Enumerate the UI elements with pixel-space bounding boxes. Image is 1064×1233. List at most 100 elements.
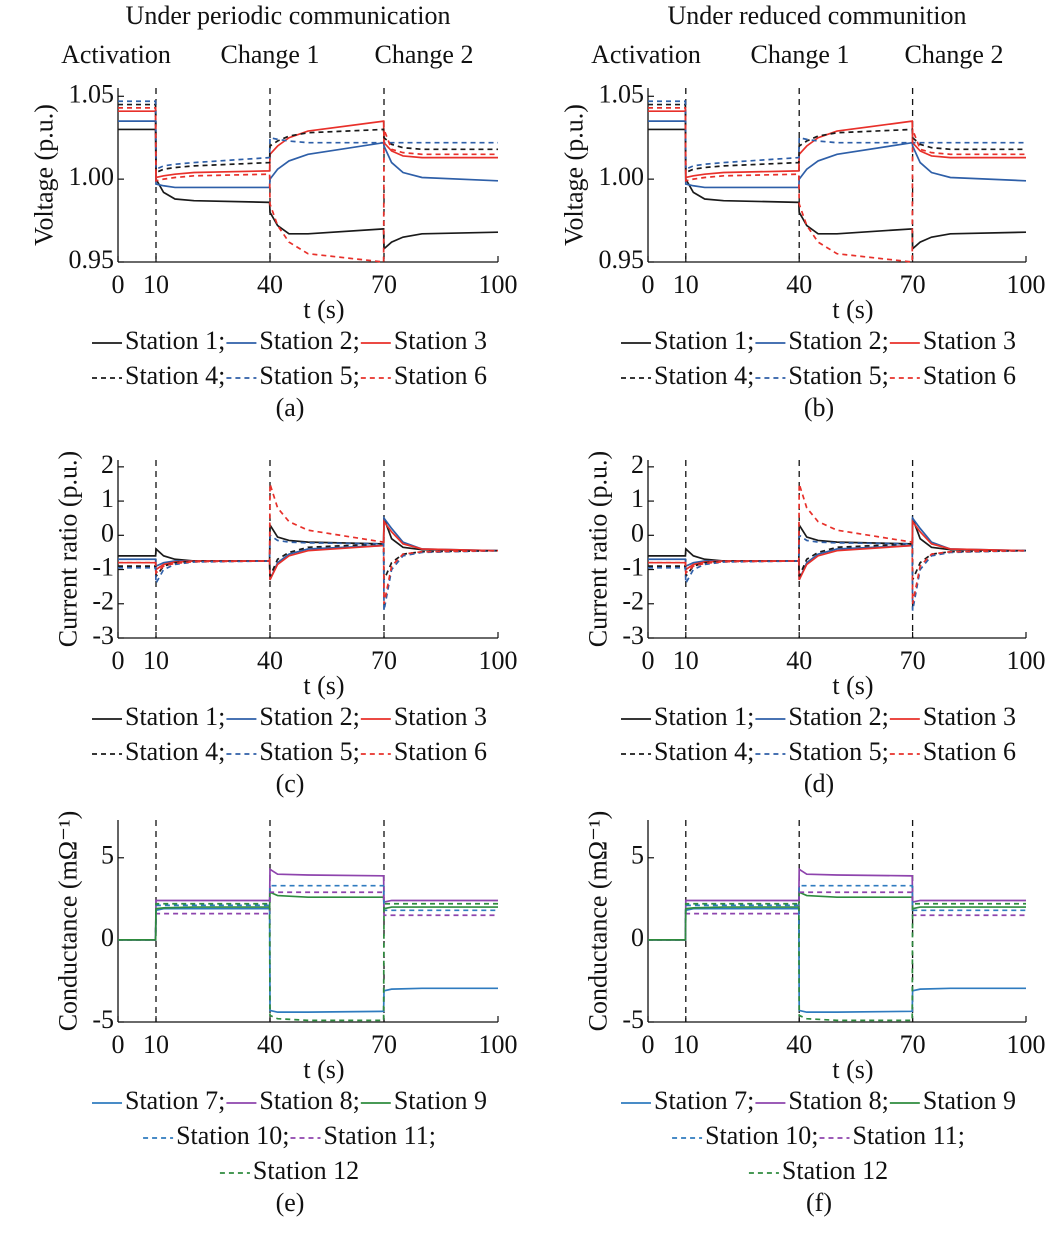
series-line	[648, 483, 1027, 604]
y-tick-label: -3	[622, 621, 644, 650]
series-line	[118, 542, 499, 581]
event-label: Change 2	[375, 40, 474, 69]
x-tick-label: 70	[900, 646, 926, 675]
x-axis-label: t (s)	[303, 295, 344, 324]
event-label: Change 1	[221, 40, 320, 69]
legend-label: Station 4;	[654, 361, 754, 390]
panel-label: (b)	[804, 393, 834, 422]
series-line	[118, 519, 499, 581]
y-tick-label: 0.95	[69, 245, 115, 274]
legend-label: Station 5;	[788, 361, 888, 390]
x-tick-label: 0	[642, 646, 655, 675]
legend-label: Station 12	[253, 1156, 359, 1185]
y-tick-label: 1.05	[69, 79, 115, 108]
series-line	[118, 907, 498, 1013]
legend-label: Station 5;	[259, 361, 359, 390]
series-line	[118, 891, 498, 941]
y-tick-label: -1	[92, 553, 114, 582]
x-axis-label: t (s)	[832, 671, 873, 700]
y-axis-label: Current ratio (p.u.)	[53, 451, 82, 647]
series-line	[118, 107, 498, 263]
legend-label: Station 2;	[788, 326, 888, 355]
x-tick-label: 100	[1007, 1030, 1046, 1059]
event-label: Change 2	[905, 40, 1004, 69]
event-label: Change 1	[751, 40, 850, 69]
x-tick-label: 40	[786, 646, 812, 675]
series-line	[118, 902, 498, 1022]
x-tick-label: 100	[479, 270, 518, 299]
x-tick-label: 10	[673, 646, 699, 675]
y-tick-label: 0	[101, 518, 114, 547]
legend-label: Station 10;	[705, 1121, 818, 1150]
series-line	[118, 515, 499, 581]
series-line	[648, 517, 1027, 562]
series-line	[118, 128, 499, 251]
series-line	[118, 533, 499, 611]
series-line	[648, 515, 1027, 581]
panel-label: (e)	[276, 1188, 305, 1217]
x-axis-label: t (s)	[303, 1055, 344, 1084]
series-line	[648, 542, 1027, 581]
x-tick-label: 40	[786, 270, 812, 299]
x-tick-label: 100	[479, 1030, 518, 1059]
x-tick-label: 100	[1007, 646, 1046, 675]
x-tick-label: 100	[1007, 270, 1046, 299]
y-axis-label: Conductance (mΩ⁻¹)	[583, 811, 612, 1032]
series-line	[648, 884, 1026, 941]
x-tick-label: 10	[143, 646, 169, 675]
y-axis-label: Conductance (mΩ⁻¹)	[53, 811, 82, 1032]
series-line	[118, 884, 498, 941]
legend-label: Station 6	[394, 737, 487, 766]
y-tick-label: -2	[92, 587, 114, 616]
series-line	[648, 120, 1027, 189]
x-tick-label: 40	[257, 646, 283, 675]
y-tick-label: 2	[631, 450, 644, 479]
legend-label: Station 6	[923, 737, 1016, 766]
legend-label: Station 3	[394, 326, 487, 355]
panel-label: (f)	[806, 1188, 832, 1217]
y-tick-label: -5	[92, 1005, 114, 1034]
legend-label: Station 3	[923, 326, 1016, 355]
series-line	[648, 110, 1026, 179]
legend-label: Station 2;	[259, 326, 359, 355]
series-line	[118, 867, 498, 941]
legend-label: Station 1;	[125, 326, 225, 355]
series-line	[648, 867, 1026, 941]
series-line	[648, 907, 1026, 1013]
x-tick-label: 40	[786, 1030, 812, 1059]
x-tick-label: 70	[900, 270, 926, 299]
series-line	[118, 483, 499, 604]
series-line	[648, 902, 1026, 1022]
legend-label: Station 8;	[788, 1086, 888, 1115]
x-axis-label: t (s)	[832, 1055, 873, 1084]
legend-label: Station 3	[394, 702, 487, 731]
x-tick-label: 70	[371, 646, 397, 675]
legend-label: Station 9	[394, 1086, 487, 1115]
series-line	[118, 120, 499, 189]
series-line	[118, 100, 498, 171]
panel-label: (d)	[804, 769, 834, 798]
x-axis-label: t (s)	[303, 671, 344, 700]
y-tick-label: 0	[631, 923, 644, 952]
y-axis-label: Voltage (p.u.)	[559, 104, 588, 246]
y-axis-label: Voltage (p.u.)	[29, 104, 58, 246]
y-tick-label: 0	[631, 518, 644, 547]
series-line	[648, 891, 1026, 941]
event-label: Activation	[61, 40, 171, 69]
x-tick-label: 40	[257, 270, 283, 299]
legend-label: Station 6	[923, 361, 1016, 390]
x-tick-label: 0	[642, 270, 655, 299]
y-tick-label: 5	[101, 841, 114, 870]
legend-label: Station 1;	[125, 702, 225, 731]
x-tick-label: 0	[112, 1030, 125, 1059]
x-tick-label: 10	[143, 270, 169, 299]
y-tick-label: -3	[92, 621, 114, 650]
panel-label: (c)	[276, 769, 305, 798]
x-tick-label: 0	[112, 270, 125, 299]
series-line	[648, 533, 1027, 611]
x-tick-label: 10	[673, 1030, 699, 1059]
x-tick-label: 0	[642, 1030, 655, 1059]
column-title: Under periodic communication	[126, 1, 451, 30]
